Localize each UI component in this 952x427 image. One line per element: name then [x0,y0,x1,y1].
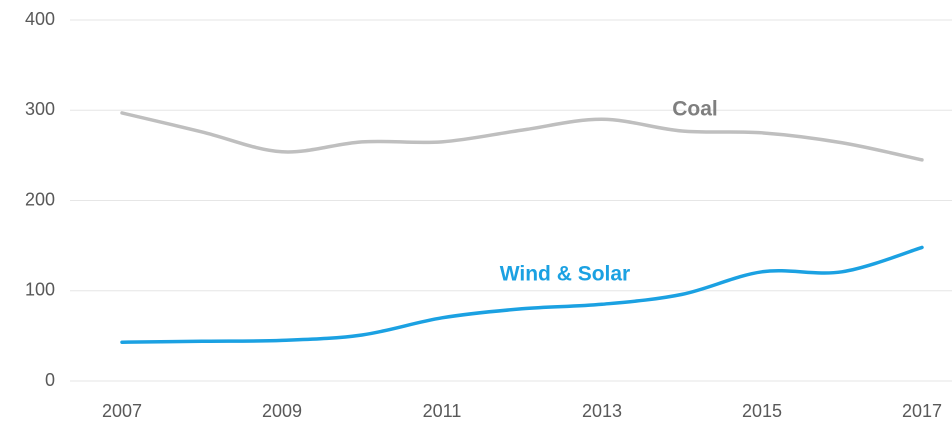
series-line [120,245,924,344]
y-tick-label: 0 [45,370,55,390]
y-tick-label: 200 [25,189,55,209]
x-tick-label: 2013 [582,401,622,421]
y-tick-label: 300 [25,99,55,119]
x-tick-label: 2009 [262,401,302,421]
y-tick-label: 400 [25,9,55,29]
series-label: Coal [672,98,718,121]
x-tick-label: 2015 [742,401,782,421]
x-tick-label: 2011 [423,401,462,421]
series-line [120,111,924,162]
x-tick-label: 2007 [102,401,142,421]
series-label: Wind & Solar [500,263,630,286]
y-tick-label: 100 [25,280,55,300]
x-tick-label: 2017 [902,401,942,421]
